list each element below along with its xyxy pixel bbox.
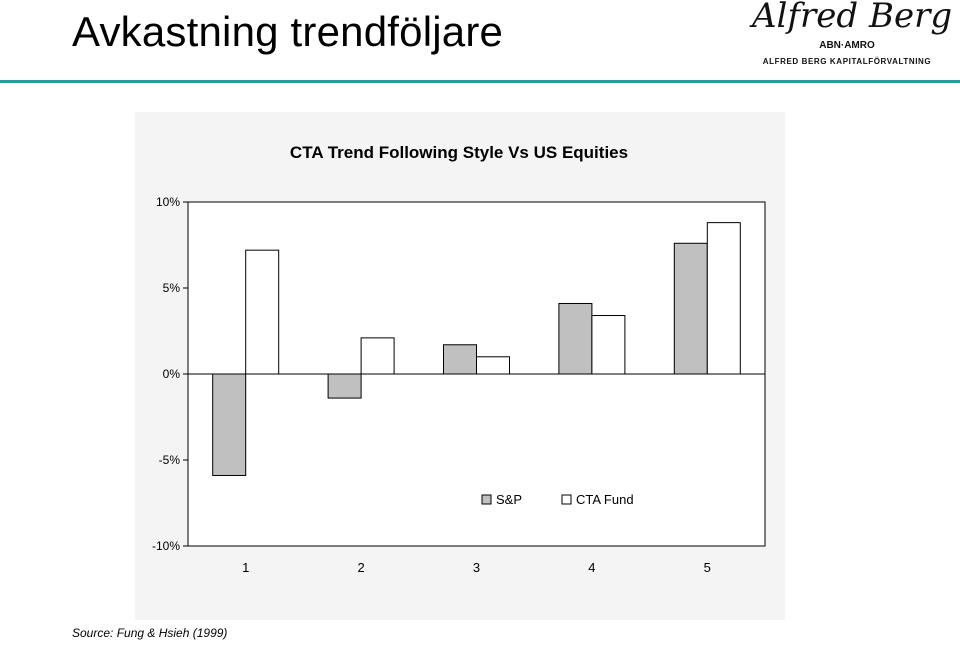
y-tick-label: 10%: [156, 195, 180, 209]
x-tick-label: 1: [242, 560, 249, 575]
source-note: Source: Fung & Hsieh (1999): [72, 626, 228, 640]
bar-sp-5: [673, 242, 708, 375]
bar-cta-1: [245, 249, 280, 375]
bar-cta-5: [706, 222, 741, 375]
bar-cta-4: [591, 315, 626, 375]
bar-cta-2: [360, 337, 395, 375]
bar-chart: CTA Trend Following Style Vs US Equities…: [152, 143, 766, 575]
y-tick-label: -5%: [159, 453, 181, 467]
legend-label: S&P: [496, 492, 522, 507]
logo-sub: ABN·AMRO: [819, 40, 875, 51]
bar-sp-4: [558, 302, 593, 375]
bar-sp-1: [212, 373, 247, 476]
bar-sp-3: [443, 344, 477, 375]
y-tick-label: 5%: [163, 281, 181, 295]
y-tick-label: 0%: [163, 367, 181, 381]
y-tick-label: -10%: [152, 539, 180, 553]
bar-cta-3: [476, 356, 510, 375]
chart-panel: CTA Trend Following Style Vs US Equities…: [135, 112, 785, 620]
chart-title: CTA Trend Following Style Vs US Equities: [290, 143, 628, 162]
x-tick-label: 3: [473, 560, 480, 575]
legend-swatch: [561, 494, 572, 505]
bar-sp-2: [327, 373, 362, 399]
logo-tagline: ALFRED BERG KAPITALFÖRVALTNING: [762, 57, 932, 66]
legend-label: CTA Fund: [576, 492, 634, 507]
title-rule: [0, 80, 960, 83]
x-tick-label: 2: [357, 560, 364, 575]
legend-swatch: [481, 494, 492, 505]
x-tick-label: 5: [704, 560, 711, 575]
slide-title: Avkastning trendföljare: [72, 8, 504, 55]
x-tick-label: 4: [588, 560, 595, 575]
logo-script: Alfred Berg: [752, 0, 953, 36]
alfred-berg-logo: Alfred Berg ABN·AMRO ALFRED BERG KAPITAL…: [752, 0, 953, 74]
